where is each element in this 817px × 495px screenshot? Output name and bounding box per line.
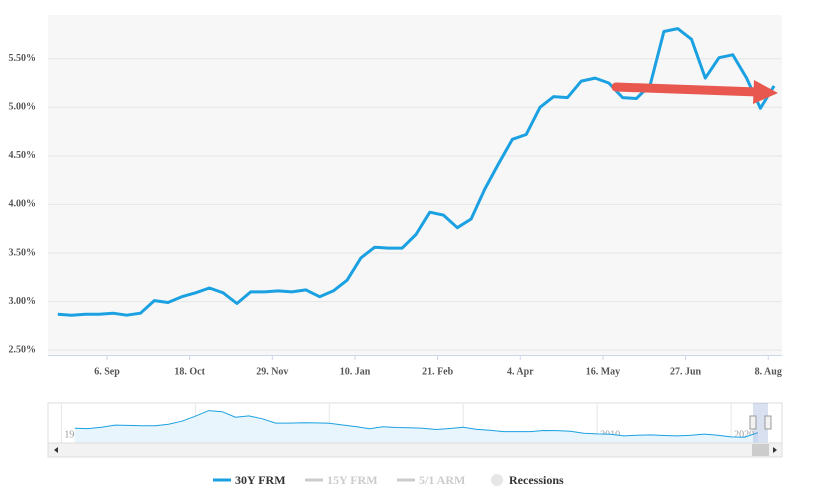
- y-tick-label: 3.50%: [9, 247, 37, 258]
- x-tick-label: 27. Jun: [670, 366, 702, 377]
- navigator-tick-label: 2020: [734, 429, 754, 440]
- x-tick-label: 16. May: [586, 366, 620, 377]
- plot-background: [48, 15, 782, 355]
- navigator-selection[interactable]: [753, 403, 768, 443]
- navigator-line: [74, 410, 759, 438]
- scrollbar-track[interactable]: [47, 442, 783, 458]
- scroll-left[interactable]: [54, 447, 58, 453]
- x-tick-label: 10. Jan: [340, 366, 371, 377]
- legend-label[interactable]: 15Y FRM: [327, 473, 378, 487]
- main-plot: [57, 27, 776, 317]
- legend-label[interactable]: 5/1 ARM: [419, 473, 465, 487]
- y-tick-label: 3.00%: [9, 296, 37, 307]
- y-tick-label: 5.50%: [9, 53, 37, 64]
- series-line: [57, 27, 776, 317]
- x-tick-label: 29. Nov: [256, 366, 288, 377]
- navigator: 197019801990200020102020: [60, 404, 759, 443]
- x-tick-label: 6. Sep: [94, 366, 120, 377]
- navigator-area: [74, 410, 758, 443]
- y-tick-label: 5.00%: [9, 102, 37, 113]
- y-tick-label: 4.50%: [9, 150, 37, 161]
- legend-label[interactable]: 30Y FRM: [235, 473, 286, 487]
- navigator-handle[interactable]: [764, 415, 772, 430]
- y-tick-label: 4.00%: [9, 199, 37, 210]
- legend-label[interactable]: Recessions: [509, 473, 564, 487]
- x-tick-label: 18. Oct: [174, 366, 205, 377]
- x-tick-label: 4. Apr: [507, 366, 534, 377]
- scroll-right[interactable]: [773, 447, 777, 453]
- navigator-tick-label: 1970: [64, 429, 84, 440]
- y-tick-label: 2.50%: [9, 344, 37, 355]
- x-tick-label: 21. Feb: [422, 366, 454, 377]
- x-tick-label: 8. Aug: [755, 366, 782, 377]
- legend: 30Y FRM 15Y FRM 5/1 ARM Recessions: [213, 473, 564, 487]
- navigator-handle[interactable]: [749, 415, 757, 430]
- scrollbar-thumb[interactable]: [752, 444, 769, 456]
- annotation-arrow: [611, 80, 778, 104]
- legend-symbol[interactable]: [491, 474, 503, 486]
